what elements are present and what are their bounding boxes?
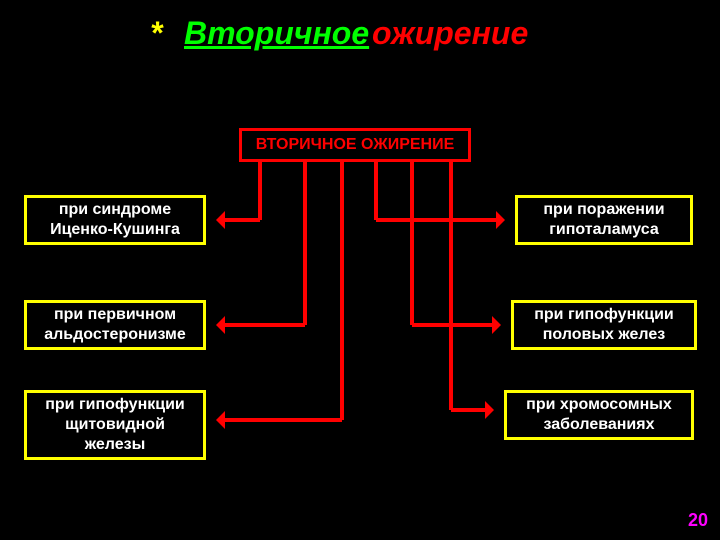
title-part: Вторичное (184, 15, 369, 52)
leaf-box-chromo: при хромосомных заболеваниях (504, 390, 694, 440)
leaf-box-gonads: при гипофункции половых желез (511, 300, 697, 350)
leaf-box-hypothal: при поражении гипоталамуса (515, 195, 693, 245)
title-part: ожирение (372, 15, 528, 52)
leaf-box-cushing: при синдроме Иценко-Кушинга (24, 195, 206, 245)
leaf-box-thyroid: при гипофункции щитовидной железы (24, 390, 206, 460)
root-box: ВТОРИЧНОЕ ОЖИРЕНИЕ (239, 128, 471, 162)
page-number: 20 (688, 510, 708, 531)
title-part: * (150, 15, 162, 52)
leaf-box-aldo: при первичном альдостеронизме (24, 300, 206, 350)
